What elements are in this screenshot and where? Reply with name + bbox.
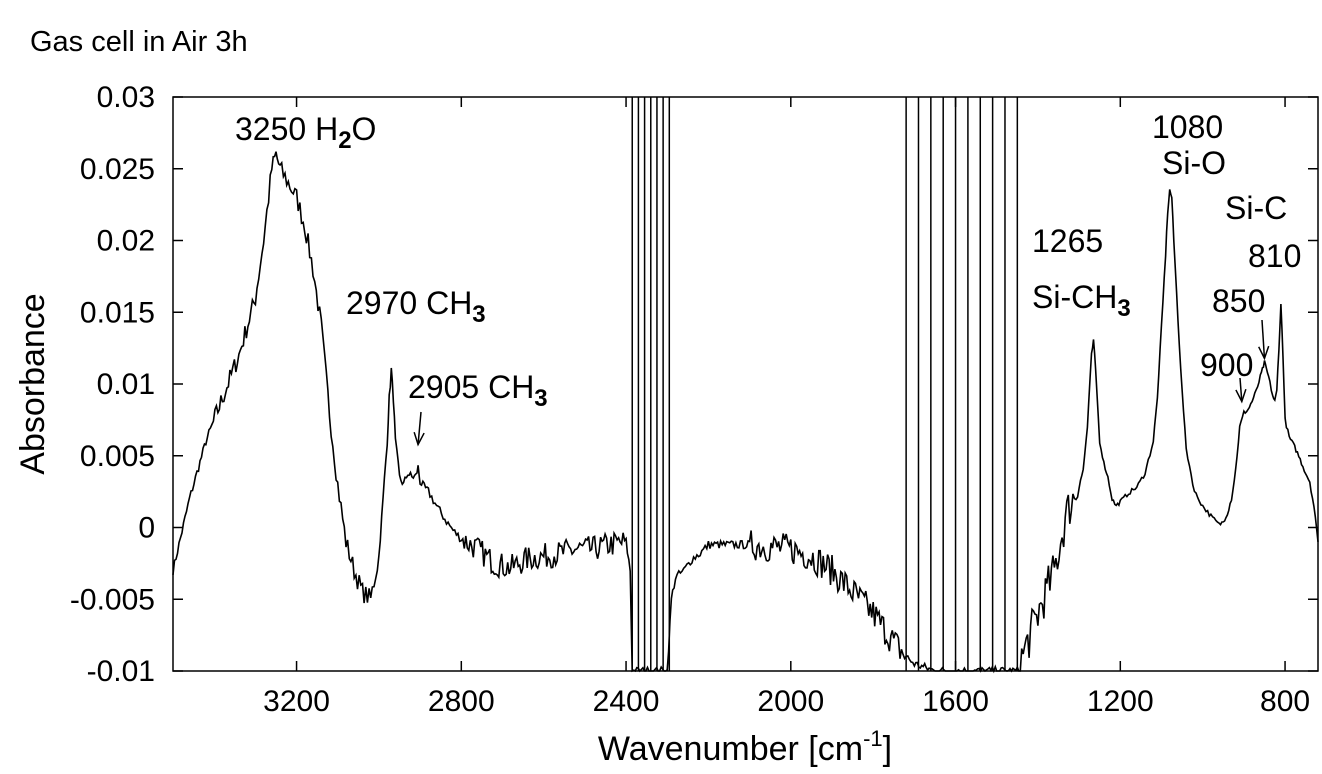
x-tick-label: 1600 bbox=[922, 685, 989, 718]
chart-title: Gas cell in Air 3h bbox=[30, 26, 248, 58]
annotation-text: 900 bbox=[1200, 347, 1253, 383]
annotation-text: 2970 CH bbox=[346, 285, 472, 321]
annotation-text: Si-C bbox=[1225, 190, 1287, 226]
y-tick-label: 0.01 bbox=[97, 368, 155, 401]
plot-frame bbox=[172, 96, 1319, 672]
annotation-label: 2905 CH3 bbox=[408, 369, 548, 412]
x-tick-label: 1200 bbox=[1087, 685, 1154, 718]
y-tick-label: 0.02 bbox=[97, 225, 155, 258]
x-axis-ticks: 3200 2800 2400 2000 1600 1200 800 bbox=[263, 97, 1310, 718]
annotation-arrow-shaft bbox=[417, 411, 422, 445]
annotation-subscript: 2 bbox=[338, 127, 351, 154]
annotation-subscript: 3 bbox=[1117, 295, 1130, 322]
annotation-label: Si-C bbox=[1225, 190, 1287, 226]
annotation-arrow-head bbox=[1235, 388, 1247, 404]
annotation-label: 1265 bbox=[1032, 223, 1103, 259]
y-axis-ticks: -0.01 -0.005 0 0.005 0.01 0.015 0.02 0.025 0.03 bbox=[70, 81, 1318, 688]
series-line bbox=[172, 151, 1319, 674]
annotation-label: 3250 H2O bbox=[235, 111, 376, 154]
annotation-label: Si-O bbox=[1162, 145, 1226, 181]
annotation-text: 2905 CH bbox=[408, 369, 534, 405]
x-axis-title: Wavenumber [cm-1] bbox=[598, 726, 892, 768]
x-axis-title-end: ] bbox=[883, 730, 892, 768]
y-tick-label: 0.015 bbox=[80, 296, 155, 329]
annotation-text: Si-O bbox=[1162, 145, 1226, 181]
annotation-arrow-shaft bbox=[1239, 377, 1243, 402]
annotation-arrow-head bbox=[1258, 345, 1270, 361]
annotation-text: 3250 H bbox=[235, 111, 338, 147]
annotation-text-after: O bbox=[352, 111, 377, 147]
annotation-text: 810 bbox=[1248, 238, 1301, 274]
x-axis-title-sup: -1 bbox=[863, 726, 883, 751]
annotation-subscript: 3 bbox=[534, 385, 547, 412]
y-axis-title: Absorbance bbox=[14, 293, 52, 474]
y-tick-label: 0.03 bbox=[97, 81, 155, 114]
annotation-label: 810 bbox=[1248, 238, 1301, 274]
y-tick-label: -0.01 bbox=[87, 655, 155, 688]
annotation-label: Si-CH3 bbox=[1032, 279, 1131, 322]
annotation-text: 1265 bbox=[1032, 223, 1103, 259]
annotation-text: Si-CH bbox=[1032, 279, 1117, 315]
y-tick-label: 0.025 bbox=[80, 153, 155, 186]
y-tick-label: 0.005 bbox=[80, 440, 155, 473]
saturated-bands bbox=[631, 97, 1019, 671]
x-tick-label: 3200 bbox=[263, 685, 330, 718]
y-tick-label: 0 bbox=[138, 512, 155, 545]
x-tick-label: 800 bbox=[1260, 685, 1310, 718]
annotation-arrow-head bbox=[413, 431, 425, 447]
annotation-subscript: 3 bbox=[472, 301, 485, 328]
annotation-label: 850 bbox=[1212, 283, 1265, 319]
x-tick-label: 2800 bbox=[428, 685, 495, 718]
annotation-label: 2970 CH3 bbox=[346, 285, 486, 328]
x-axis-title-main: Wavenumber [cm bbox=[598, 730, 863, 768]
annotation-text: 1080 bbox=[1152, 109, 1223, 145]
x-tick-label: 2000 bbox=[757, 685, 824, 718]
annotation-label: 900 bbox=[1200, 347, 1253, 383]
x-tick-label: 2400 bbox=[593, 685, 660, 718]
y-tick-label: -0.005 bbox=[70, 583, 155, 616]
annotation-text: 850 bbox=[1212, 283, 1265, 319]
annotation-arrow-shaft bbox=[1261, 319, 1266, 359]
annotation-label: 1080 bbox=[1152, 109, 1223, 145]
